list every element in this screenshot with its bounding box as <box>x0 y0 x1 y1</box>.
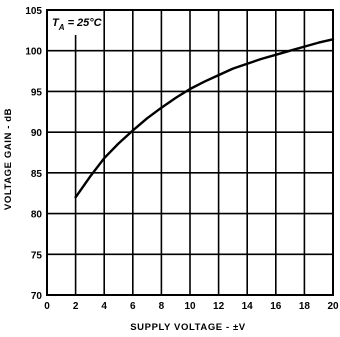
x-tick-label: 10 <box>184 301 196 312</box>
x-axis-title: SUPPLY VOLTAGE - ±V <box>130 322 246 333</box>
x-tick-label: 6 <box>130 301 136 312</box>
x-tick-label: 12 <box>213 301 225 312</box>
y-tick-label: 85 <box>31 169 43 180</box>
y-axis-title: VOLTAGE GAIN - dB <box>3 108 14 210</box>
y-tick-label: 70 <box>31 291 43 302</box>
y-tick-label: 90 <box>31 128 43 139</box>
y-tick-label: 100 <box>25 47 42 58</box>
temperature-annotation-box: TA = 25°C <box>50 11 103 35</box>
x-tick-label: 8 <box>159 301 165 312</box>
x-tick-label: 0 <box>44 301 50 312</box>
tick-labels: 0 2 4 6 8 10 12 14 16 18 20 70 75 80 85 90 95 100 105 <box>25 6 339 312</box>
temperature-annotation: TA = 25°C <box>52 17 103 32</box>
y-tick-label: 80 <box>31 210 43 221</box>
y-tick-label: 95 <box>31 87 43 98</box>
x-tick-label: 4 <box>101 301 107 312</box>
x-tick-label: 18 <box>299 301 311 312</box>
x-tick-label: 16 <box>270 301 282 312</box>
plot-frame <box>46 9 334 296</box>
x-tick-label: 14 <box>242 301 254 312</box>
x-tick-label: 20 <box>327 301 339 312</box>
gain-curve-line <box>74 38 335 199</box>
x-tick-label: 2 <box>73 301 79 312</box>
y-tick-label: 75 <box>31 250 43 261</box>
y-tick-label: 105 <box>25 6 42 17</box>
